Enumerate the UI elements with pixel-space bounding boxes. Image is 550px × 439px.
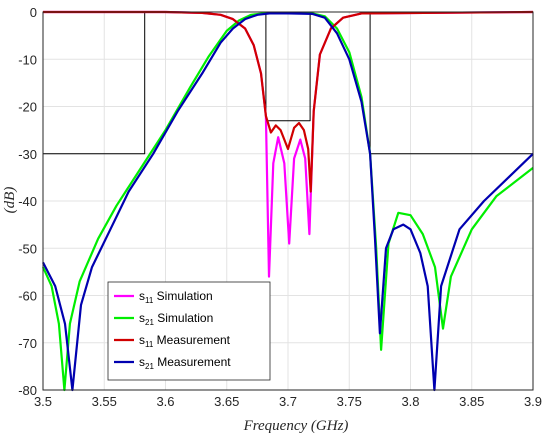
x-tick-label: 3.5	[34, 394, 52, 409]
x-tick-label: 3.65	[214, 394, 239, 409]
s21-measurement-curve	[42, 12, 534, 392]
legend-entry: s11 Simulation	[139, 289, 213, 305]
x-tick-label: 3.8	[401, 394, 419, 409]
x-tick-label: 3.85	[459, 394, 484, 409]
legend-entry: s21 Simulation	[139, 311, 213, 327]
x-tick-label: 3.9	[524, 394, 542, 409]
s11-measurement-curve	[43, 10, 534, 193]
legend-entry: s11 Measurement	[139, 333, 231, 349]
plot-frame	[42, 11, 534, 391]
passband-spec-mask	[265, 12, 311, 122]
legend-entry: s21 Measurement	[139, 355, 231, 371]
y-tick-label: -60	[18, 289, 37, 304]
x-axis-label: Frequency (GHz)	[243, 418, 349, 434]
y-tick-label: -30	[18, 147, 37, 162]
tick-labels: 3.5 3.55 3.6 3.65 3.7 3.75 3.8 3.85 3.9 0 -10 -20 -3…	[18, 5, 542, 409]
y-tick-label: -80	[18, 383, 37, 398]
x-tick-label: 3.55	[92, 394, 117, 409]
y-tick-label: -70	[18, 336, 37, 351]
y-tick-label: 0	[30, 5, 37, 20]
y-tick-label: -40	[18, 194, 37, 209]
x-tick-label: 3.7	[279, 394, 297, 409]
x-tick-label: 3.75	[337, 394, 362, 409]
y-tick-label: -10	[18, 52, 37, 67]
y-axis-label: (dB)	[2, 187, 18, 214]
curves	[41, 10, 534, 392]
y-tick-label: -50	[18, 241, 37, 256]
legend: s11 Simulation s21 Simulation s11 Measurem…	[107, 281, 271, 381]
y-tick-label: -20	[18, 100, 37, 115]
x-tick-label: 3.6	[156, 394, 174, 409]
legend-box	[107, 281, 271, 381]
